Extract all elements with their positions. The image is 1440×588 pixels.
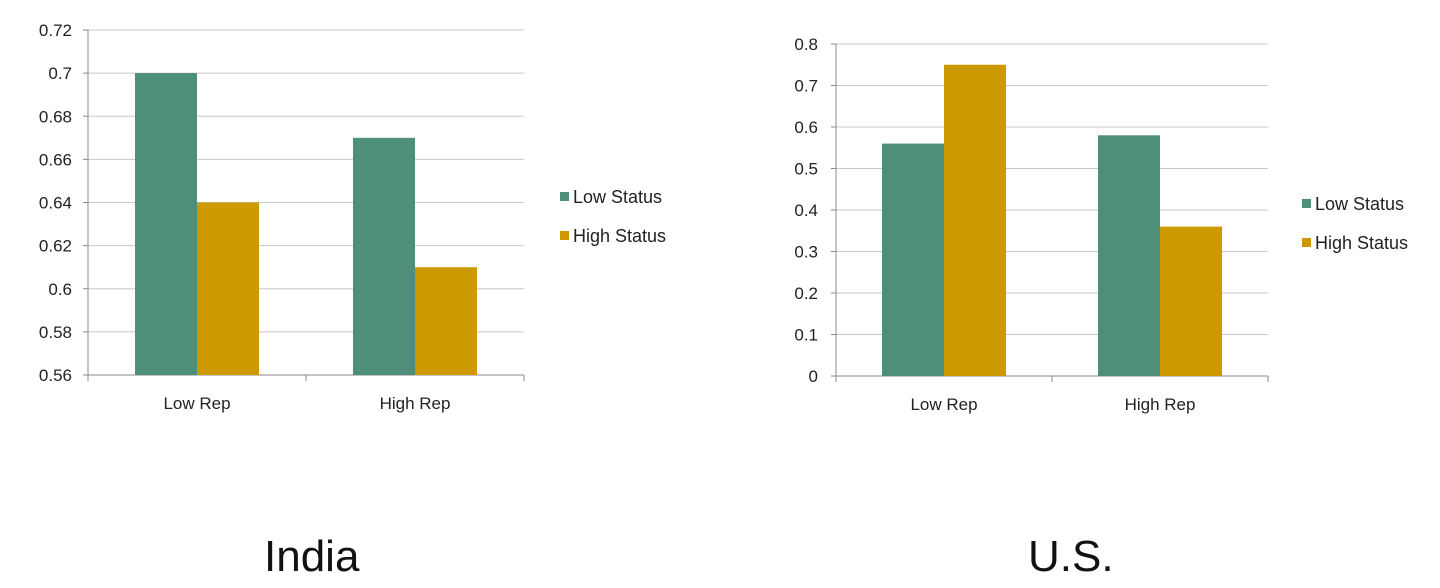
legend-swatch bbox=[1302, 199, 1311, 208]
caption-india: India bbox=[264, 532, 360, 581]
y-tick-label: 0.6 bbox=[794, 118, 818, 137]
bar-high-status-low-rep bbox=[944, 64, 1006, 376]
chart-us: 0 0.1 0.2 0.3 0.4 0.5 0.6 0.7 0.8 Low Rep High Rep… bbox=[794, 35, 1408, 414]
y-tick-label: 0.5 bbox=[794, 160, 818, 179]
x-tick-label: High Rep bbox=[380, 394, 451, 413]
legend-label: Low Status bbox=[1315, 194, 1404, 214]
y-tick-label: 0 bbox=[809, 367, 818, 386]
caption-us: U.S. bbox=[1028, 532, 1114, 581]
y-tick-label: 0.7 bbox=[794, 77, 818, 96]
y-tick-label: 0.66 bbox=[39, 150, 72, 169]
bar-low-status-low-rep bbox=[882, 143, 944, 376]
y-tick-label: 0.8 bbox=[794, 35, 818, 54]
chart-india: 0.56 0.58 0.6 0.62 0.64 0.66 0.68 0.7 0.72 Low Re… bbox=[39, 21, 666, 413]
bar-high-status-low-rep bbox=[197, 202, 259, 375]
legend-swatch bbox=[560, 231, 569, 240]
y-tick-label: 0.72 bbox=[39, 21, 72, 40]
y-tick-label: 0.7 bbox=[48, 64, 72, 83]
legend-swatch bbox=[560, 192, 569, 201]
x-tick-label: Low Rep bbox=[910, 395, 977, 414]
y-tick-label: 0.62 bbox=[39, 237, 72, 256]
bar-high-status-high-rep bbox=[415, 267, 477, 375]
bar-high-status-high-rep bbox=[1160, 226, 1222, 376]
x-tick-label: High Rep bbox=[1125, 395, 1196, 414]
legend-swatch bbox=[1302, 238, 1311, 247]
y-tick-label: 0.58 bbox=[39, 323, 72, 342]
y-tick-label: 0.56 bbox=[39, 366, 72, 385]
y-tick-label: 0.6 bbox=[48, 280, 72, 299]
legend-label: High Status bbox=[573, 226, 666, 246]
bar-low-status-low-rep bbox=[135, 73, 197, 375]
y-tick-label: 0.4 bbox=[794, 201, 818, 220]
legend-label: High Status bbox=[1315, 233, 1408, 253]
y-tick-label: 0.2 bbox=[794, 284, 818, 303]
y-tick-label: 0.64 bbox=[39, 194, 72, 213]
x-tick-label: Low Rep bbox=[163, 394, 230, 413]
bar-low-status-high-rep bbox=[353, 137, 415, 375]
y-tick-label: 0.3 bbox=[794, 243, 818, 262]
y-tick-label: 0.68 bbox=[39, 107, 72, 126]
legend-label: Low Status bbox=[573, 187, 662, 207]
bar-low-status-high-rep bbox=[1098, 135, 1160, 376]
y-tick-label: 0.1 bbox=[794, 326, 818, 345]
